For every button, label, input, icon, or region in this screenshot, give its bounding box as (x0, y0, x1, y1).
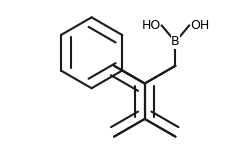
Text: HO: HO (142, 19, 161, 32)
Text: OH: OH (190, 19, 209, 32)
Text: B: B (171, 35, 180, 48)
